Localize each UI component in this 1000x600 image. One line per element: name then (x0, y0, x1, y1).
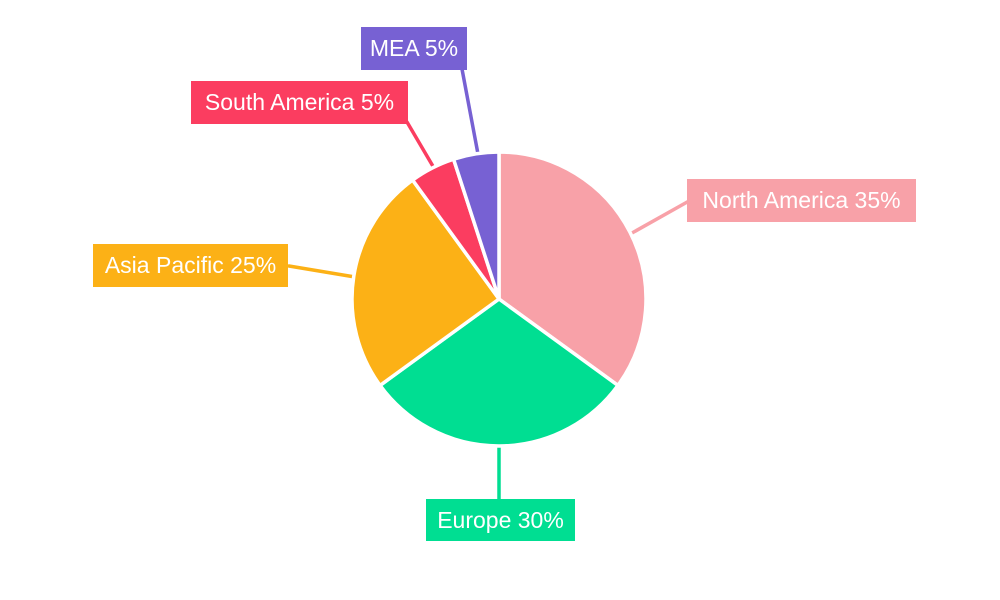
slice-label-asia-pacific: Asia Pacific 25% (93, 244, 288, 287)
pie-slice-mea[interactable] (451, 150, 501, 301)
slice-label-mea: MEA 5% (361, 27, 467, 70)
pie-slice-europe[interactable] (378, 297, 620, 448)
pie-slices (350, 150, 648, 448)
slice-label-north-america: North America 35% (687, 179, 916, 222)
leader-line-asia-pacific (287, 264, 357, 279)
leader-line-mea (460, 67, 480, 156)
leader-line-south-america (405, 120, 436, 170)
pie-slice-asia-pacific[interactable] (350, 178, 501, 388)
slice-label-south-america: South America 5% (191, 81, 408, 124)
leader-lines (287, 67, 691, 502)
pie-slice-north-america[interactable] (497, 150, 648, 388)
slice-label-europe: Europe 30% (426, 499, 575, 541)
leader-line-north-america (630, 199, 691, 235)
